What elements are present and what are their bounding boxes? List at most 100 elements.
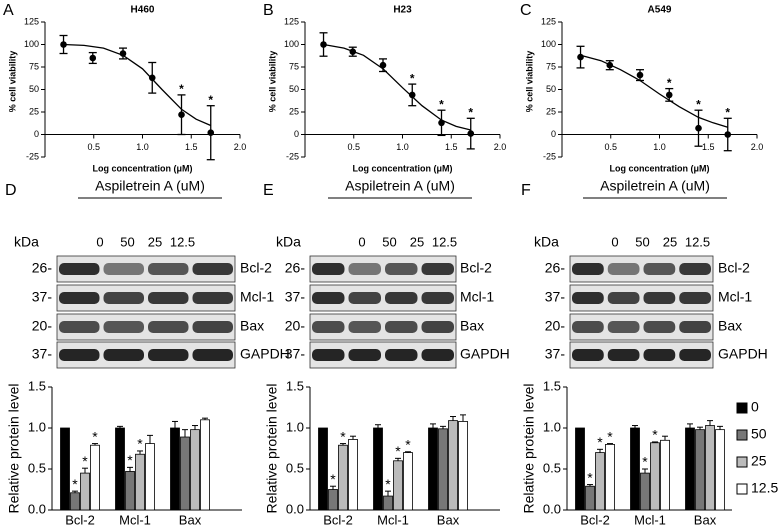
panel-letter: B [263, 2, 274, 19]
data-point [89, 54, 97, 62]
y-axis-label: Relative protein level [521, 384, 537, 514]
marker-label: 37- [285, 346, 306, 362]
lane-label: 25 [410, 234, 424, 249]
bar [190, 429, 200, 511]
protein-label: Bcl-2 [718, 260, 750, 276]
x-tick-label: Mcl-1 [634, 512, 666, 527]
blot-band [679, 292, 711, 304]
x-tick-label: Bcl-2 [65, 512, 95, 527]
significance-mark: * [208, 93, 213, 107]
bar [80, 472, 90, 511]
blot-band [572, 321, 604, 333]
x-tick-label: Mcl-1 [119, 512, 151, 527]
y-tick-label: 1.0 [28, 419, 46, 434]
lane-label: 12.5 [685, 234, 710, 249]
data-point [408, 91, 416, 99]
y-axis-label: Relative protein level [264, 384, 280, 514]
y-tick-label: 0 [551, 129, 556, 139]
blot-band [312, 349, 345, 361]
bar [715, 429, 725, 511]
legend-label: 50 [751, 426, 767, 442]
significance-mark: * [405, 436, 411, 452]
bar [145, 443, 155, 511]
bar [318, 427, 328, 511]
y-tick-label: 75 [29, 61, 39, 71]
significance-mark: * [652, 427, 658, 443]
y-tick-label: 0.0 [286, 501, 304, 516]
x-tick-label: 0.5 [604, 142, 617, 152]
bar [685, 427, 695, 511]
y-axis-label: % cell viability [524, 51, 534, 113]
bar [640, 472, 650, 511]
data-point [349, 48, 357, 55]
blot-band [148, 349, 189, 361]
bar [695, 429, 705, 511]
protein-label: Mcl-1 [460, 289, 494, 305]
bar [338, 444, 348, 511]
marker-label: 20- [285, 318, 306, 334]
blot-band [103, 321, 144, 333]
blot-band [421, 263, 454, 275]
x-tick-label: Bax [179, 512, 202, 527]
data-point [577, 53, 584, 61]
y-tick-label: 0.0 [543, 501, 561, 516]
blot-band [679, 263, 711, 275]
lane-label: 50 [635, 234, 649, 249]
x-tick-label: 2.0 [234, 142, 247, 152]
protein-label: Mcl-1 [718, 289, 752, 305]
y-tick-label: 50 [289, 84, 299, 94]
data-point [178, 111, 185, 118]
lane-label: 12.5 [432, 234, 457, 249]
blot-band [607, 349, 640, 361]
blot-band [643, 321, 676, 333]
y-tick-label: 100 [24, 39, 39, 49]
significance-mark: * [92, 428, 98, 444]
marker-label: 37- [545, 289, 566, 305]
blot-band [348, 292, 381, 304]
bar [383, 495, 393, 511]
blot-band [148, 263, 189, 275]
bar [170, 427, 180, 511]
bar [328, 489, 338, 511]
y-tick-label: 0.0 [28, 501, 46, 516]
chart-title: A549 [648, 5, 672, 16]
protein-label: Bax [718, 318, 742, 334]
bar [630, 427, 640, 511]
data-point [379, 61, 387, 69]
y-tick-label: 125 [284, 16, 299, 26]
legend-swatch [736, 456, 748, 468]
blot-band [607, 292, 640, 304]
y-tick-label: 1.5 [28, 378, 46, 393]
bar [458, 421, 468, 511]
protein-label: GAPDH [718, 346, 768, 362]
x-axis-label: Log concentration (μM) [610, 163, 710, 173]
bar [705, 425, 715, 511]
data-point [148, 74, 156, 82]
blot-band [103, 263, 144, 275]
legend-label: 25 [751, 453, 767, 469]
data-point [665, 91, 673, 99]
blot-band [59, 263, 100, 275]
y-tick-label: 1.0 [543, 419, 561, 434]
blot-band [312, 321, 345, 333]
y-axis-label: % cell viability [267, 51, 277, 113]
bar [373, 427, 383, 511]
x-tick-label: 2.0 [751, 142, 764, 152]
y-tick-label: 100 [541, 39, 556, 49]
bar [428, 427, 438, 511]
blot-band [103, 292, 144, 304]
blot-band [643, 263, 676, 275]
bar [393, 460, 403, 511]
data-point [207, 129, 215, 136]
legend-swatch [736, 402, 748, 414]
blot-band [421, 292, 454, 304]
bar [200, 419, 210, 511]
data-point [636, 71, 644, 79]
lane-label: 50 [382, 234, 396, 249]
marker-label: 37- [545, 346, 566, 362]
unit-label: kDa [534, 234, 559, 250]
blot-band [148, 321, 189, 333]
fit-curve [580, 54, 728, 128]
